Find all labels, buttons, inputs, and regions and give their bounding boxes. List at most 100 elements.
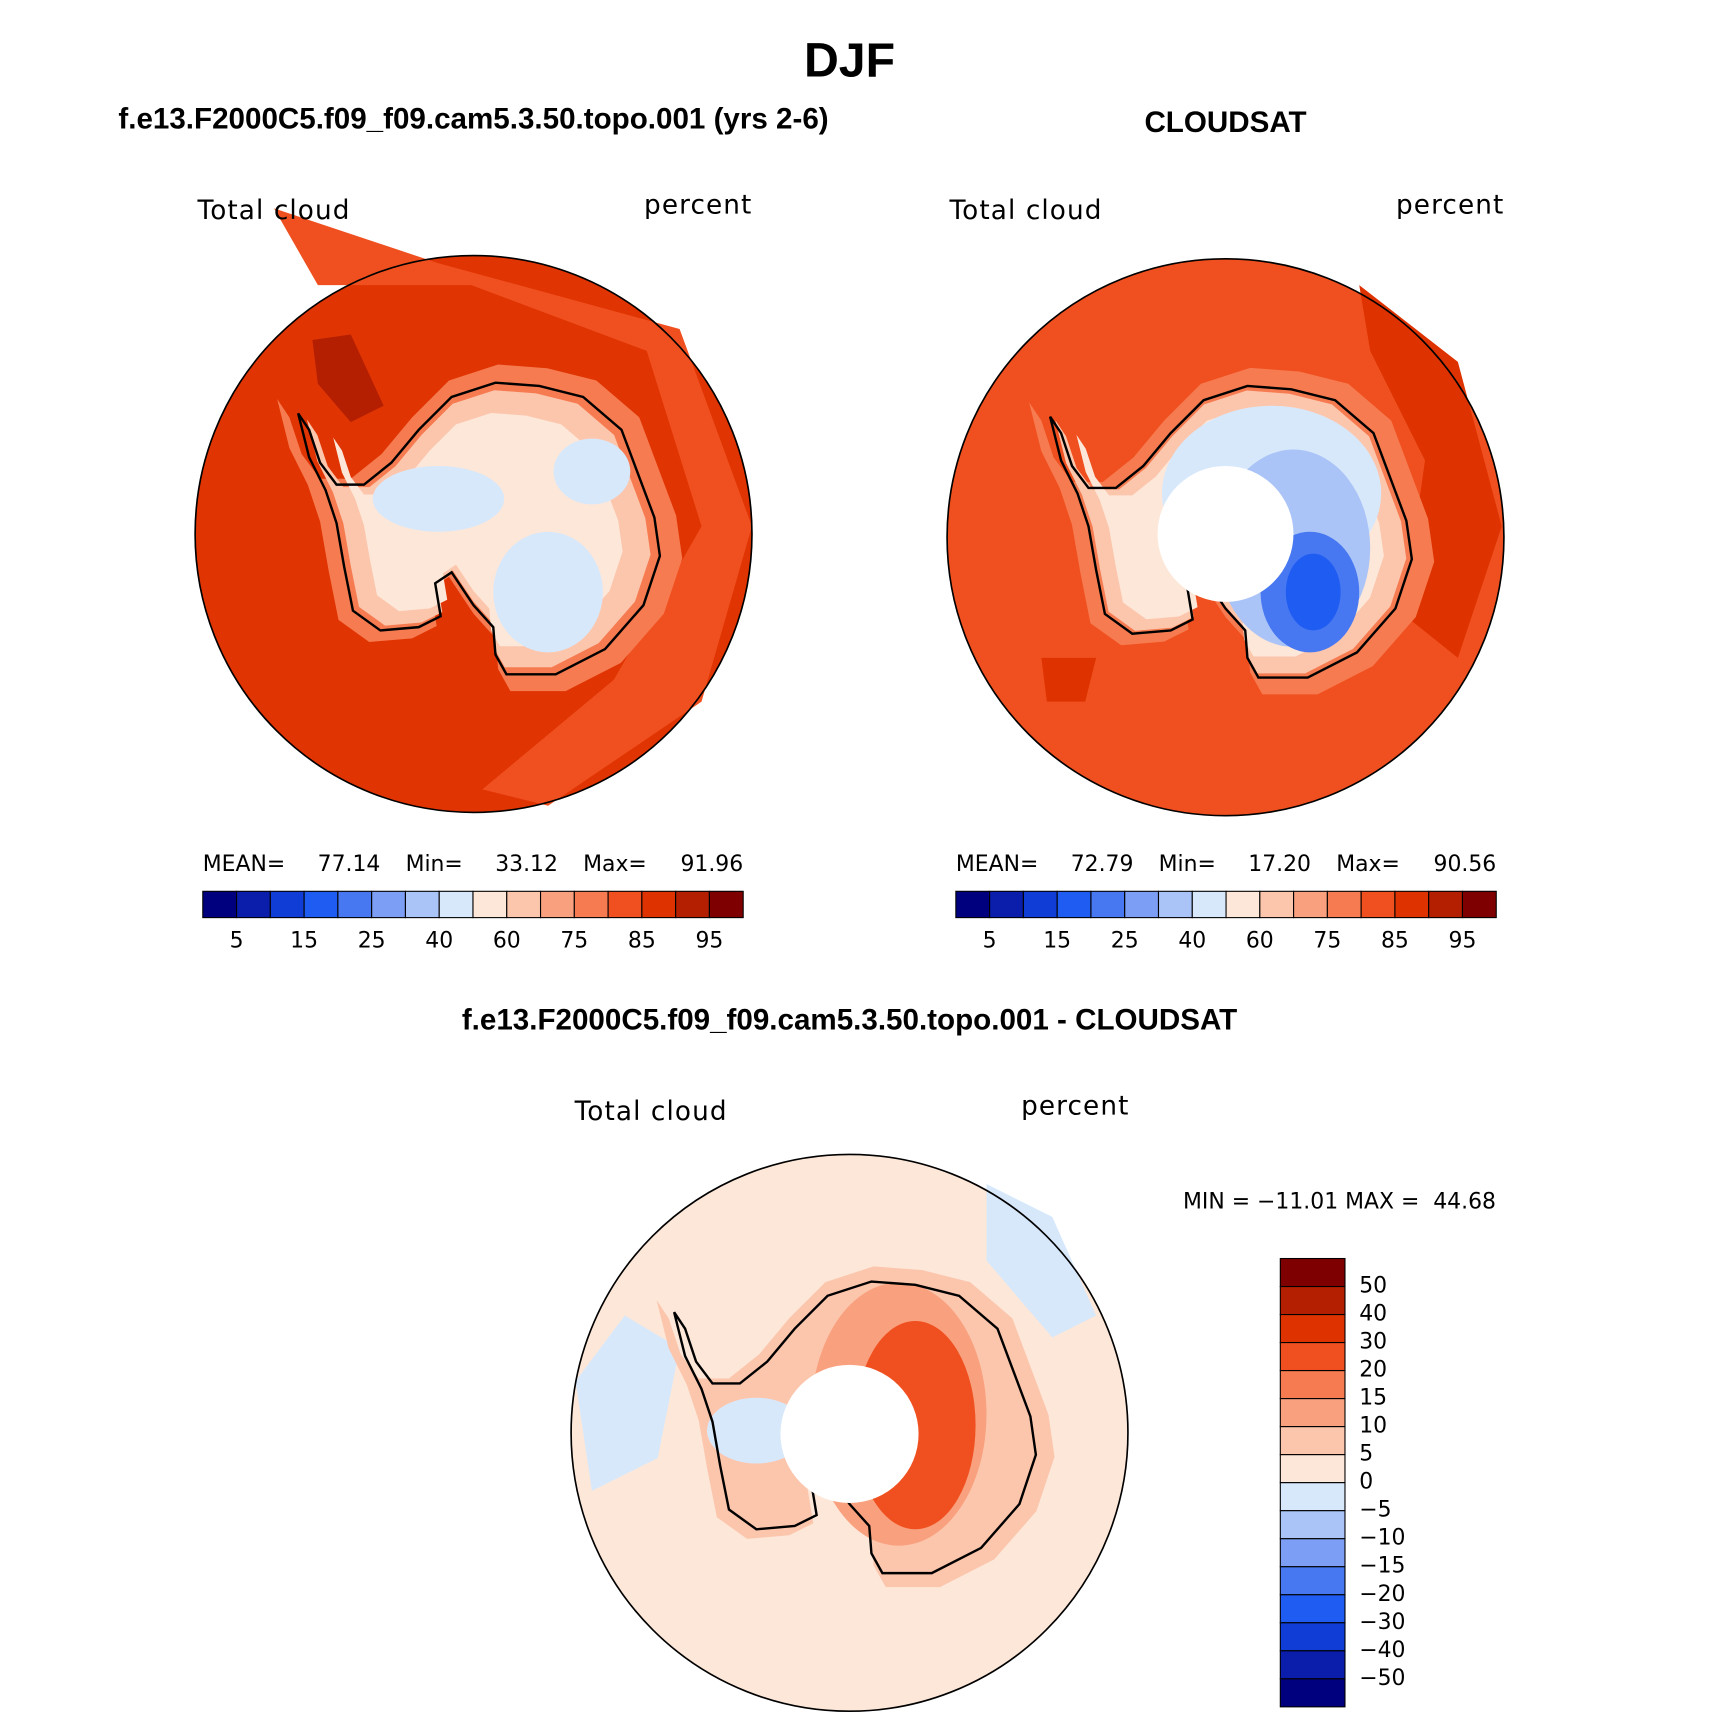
colorbar-box — [708, 890, 744, 919]
colorbar-box — [1279, 1285, 1346, 1316]
colorbar-box — [1157, 890, 1193, 919]
colorbar-box — [1022, 890, 1058, 919]
left-label: Total cloud — [574, 1097, 728, 1127]
colorbar-box — [1394, 890, 1430, 919]
stat: 17.20 — [1248, 852, 1311, 877]
colorbar-box — [539, 890, 575, 919]
left-label: Total cloud — [197, 196, 351, 226]
colorbar-box — [1279, 1370, 1346, 1400]
colorbar-label: −15 — [1359, 1554, 1405, 1579]
colorbar-box — [1090, 890, 1126, 919]
colorbar-box — [1225, 890, 1261, 919]
colorbar-box — [573, 890, 609, 919]
colorbar-label: 50 — [1359, 1274, 1387, 1299]
colorbar-box — [1279, 1650, 1346, 1680]
colorbar-box — [1279, 1314, 1346, 1344]
colorbar-label: 40 — [1178, 929, 1206, 954]
colorbar-label: −50 — [1359, 1666, 1405, 1691]
map-difference — [570, 1153, 1129, 1713]
stat: Min= — [1159, 852, 1216, 877]
colorbar-box — [472, 890, 508, 919]
colorbar-label: 40 — [1359, 1302, 1387, 1327]
colorbar-box — [1279, 1482, 1346, 1512]
colorbar-box — [1360, 890, 1396, 919]
colorbar-label: 95 — [1449, 929, 1477, 954]
stat: MEAN= — [956, 852, 1038, 877]
map-border — [194, 254, 753, 814]
map-region — [1041, 657, 1097, 702]
colorbar-label: 0 — [1359, 1470, 1373, 1495]
map-region — [312, 334, 384, 423]
colorbar-box — [202, 890, 238, 919]
colorbar-box — [989, 890, 1024, 919]
colorbar-box — [1428, 890, 1464, 919]
colorbar-box — [337, 890, 373, 919]
map-region — [986, 1183, 1097, 1338]
map-border — [946, 258, 1505, 817]
map-border — [570, 1153, 1129, 1713]
colorbar-label: 85 — [628, 929, 656, 954]
map-region — [493, 531, 603, 653]
colorbar-box — [1191, 890, 1227, 919]
colorbar-label: 60 — [493, 929, 521, 954]
colorbar-box — [1279, 1622, 1346, 1652]
difference-title: f.e13.F2000C5.f09_f09.cam5.3.50.topo.001… — [462, 1004, 1237, 1037]
colorbar-label: 25 — [1111, 929, 1139, 954]
colorbar-label: −10 — [1359, 1526, 1405, 1551]
colorbar-box — [1279, 1594, 1346, 1624]
colorbar-box — [236, 890, 271, 919]
right-label: percent — [1021, 1092, 1129, 1122]
colorbar-box — [1056, 890, 1092, 919]
colorbar-label: 15 — [290, 929, 318, 954]
colorbar-box — [1461, 890, 1497, 919]
stats: MIN = −11.01 MAX = 44.68 — [1183, 1190, 1496, 1215]
colorbar-label: 15 — [1043, 929, 1071, 954]
colorbar-box — [506, 890, 542, 919]
colorbar-label: 75 — [560, 929, 588, 954]
colorbar-label: −5 — [1359, 1498, 1391, 1523]
colorbar-box — [641, 890, 677, 919]
stat: 91.96 — [680, 852, 743, 877]
colorbar-box — [1279, 1257, 1346, 1288]
colorbar-box — [1293, 890, 1328, 919]
colorbar-label: 15 — [1359, 1386, 1387, 1411]
map-region — [372, 466, 505, 532]
colorbar-box — [1279, 1678, 1346, 1708]
colorbar-label: −20 — [1359, 1582, 1405, 1607]
map-region — [575, 1315, 680, 1491]
colorbar-box — [438, 890, 474, 919]
colorbar-box — [607, 890, 643, 919]
pole-hole — [1157, 466, 1294, 602]
map-region — [1285, 553, 1341, 631]
stat: Max= — [1336, 852, 1400, 877]
map-panel-2 — [946, 258, 1505, 817]
colorbar-label: −30 — [1359, 1610, 1405, 1635]
colorbar-box — [1279, 1510, 1346, 1540]
colorbar-box — [1279, 1426, 1346, 1456]
colorbar-box — [675, 890, 710, 919]
colorbar-label: 10 — [1359, 1414, 1387, 1439]
map-region — [553, 438, 631, 505]
colorbar-label: 75 — [1313, 929, 1341, 954]
stat: MEAN= — [203, 852, 285, 877]
colorbar-label: 25 — [358, 929, 386, 954]
colorbar-box — [404, 890, 440, 919]
colorbar-box — [1279, 1398, 1346, 1428]
colorbar-label: 60 — [1246, 929, 1274, 954]
colorbar-label: 85 — [1381, 929, 1409, 954]
colorbar-box — [1279, 1342, 1346, 1372]
colorbar-box — [1124, 890, 1160, 919]
colorbar-box — [1279, 1454, 1346, 1484]
colorbar-box — [1259, 890, 1295, 919]
colorbar-box — [371, 890, 406, 919]
stat: Max= — [583, 852, 647, 877]
stat: 33.12 — [495, 852, 558, 877]
stat: Min= — [406, 852, 463, 877]
right-label: percent — [644, 191, 752, 221]
colorbar-box — [269, 890, 305, 919]
colorbar-box — [1326, 890, 1362, 919]
stat: 77.14 — [318, 852, 381, 877]
colorbar-label: 5 — [230, 929, 244, 954]
colorbar-label: 40 — [425, 929, 453, 954]
